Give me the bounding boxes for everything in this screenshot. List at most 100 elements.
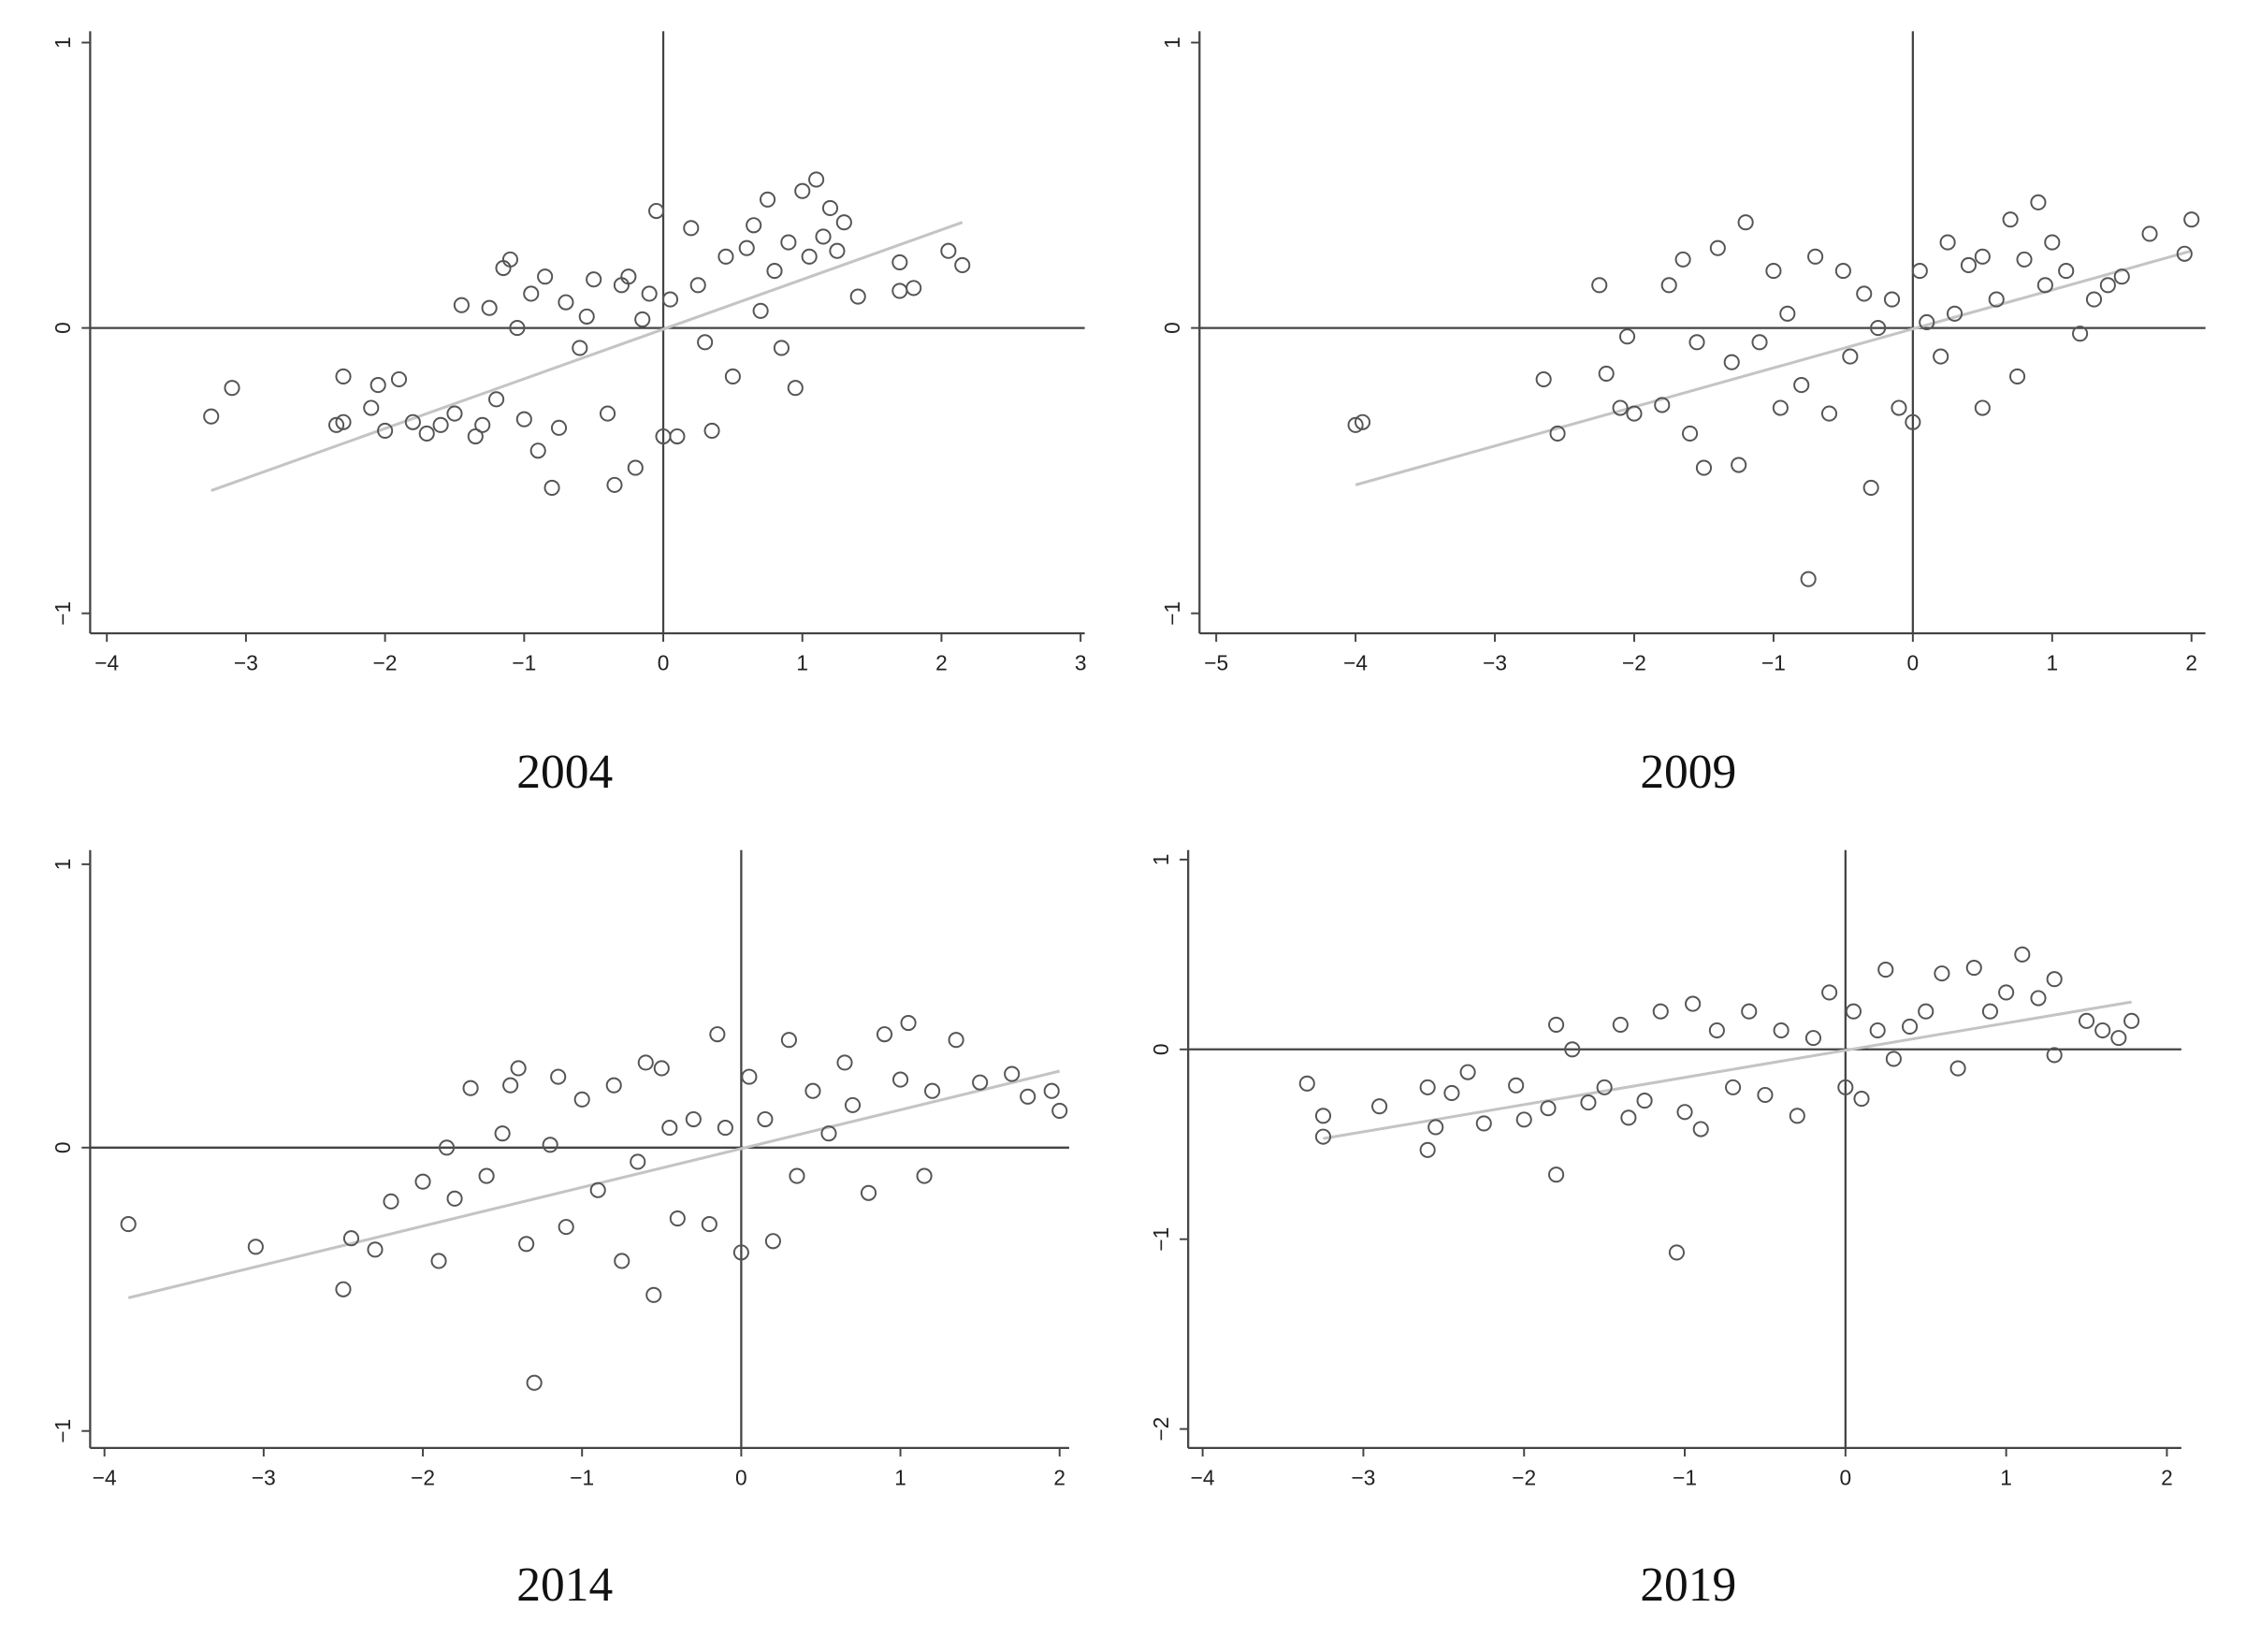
y-tick-label: −2 [1149,1417,1173,1442]
point [446,405,463,422]
point [860,1184,877,1201]
point [203,408,220,425]
point [1974,399,1991,416]
point [418,425,435,442]
point [760,191,776,208]
point [1862,479,1879,496]
point [2036,277,2053,294]
point [1674,251,1691,268]
point [1475,1115,1492,1132]
point [820,1125,837,1142]
point [2030,194,2047,210]
point [1688,334,1705,351]
point [414,1173,431,1190]
point [683,220,700,237]
point [685,1110,702,1128]
point [627,459,644,476]
point [1618,328,1636,345]
point [1772,399,1789,416]
point [120,1216,137,1233]
point [1298,1075,1315,1092]
fit-line [1323,1000,2132,1140]
point [738,239,755,256]
point [900,1014,917,1032]
point [558,294,574,311]
x-tick-label: 1 [2046,650,2058,674]
point [439,1139,456,1156]
point [1660,277,1677,294]
point [1837,1079,1854,1095]
point [620,268,637,285]
point [669,427,686,445]
x-tick-label: 0 [735,1465,747,1489]
point [836,1054,853,1071]
point [2085,291,2103,308]
point [2094,1022,2111,1039]
point [972,1074,989,1091]
point [645,1286,662,1303]
point [906,280,922,297]
x-tick-label: −2 [1512,1465,1536,1489]
x-tick-label: 3 [1075,650,1087,674]
point [2009,368,2026,385]
point [523,285,540,302]
y-tick-label: 1 [1160,36,1184,49]
point [641,285,658,302]
point [697,334,714,351]
point [335,368,352,385]
x-tick-label: 2 [1053,1465,1065,1489]
point [1626,405,1643,422]
point [653,1060,670,1077]
point [804,1082,821,1099]
point [529,442,546,459]
point [815,228,832,245]
point [732,1244,749,1261]
point [1723,354,1740,370]
point [247,1239,264,1255]
point [1779,305,1796,322]
point [614,1253,630,1269]
point [724,368,741,385]
x-tick-label: 0 [1907,650,1920,674]
point [948,1032,964,1049]
point [1371,1098,1388,1115]
point [794,182,811,199]
point [589,1181,606,1198]
point [1793,377,1810,394]
point [606,476,623,493]
point [2099,277,2116,294]
panel-title: 2014 [516,1558,613,1612]
point [1869,1022,1886,1039]
point [481,299,498,316]
point [2044,234,2061,251]
point [542,1137,558,1153]
point [1709,239,1726,256]
point [1974,248,1991,265]
point [752,302,769,319]
x-tick-label: −3 [1483,650,1507,674]
point [709,1026,726,1043]
point [954,256,971,274]
point [648,202,665,220]
panel-title: 2009 [1640,746,1736,799]
point [916,1167,933,1184]
point [342,1230,360,1247]
point [630,1153,646,1170]
point [573,1091,590,1108]
point [1020,1088,1036,1105]
y-tick-label: −1 [1160,601,1184,626]
point [1731,456,1747,473]
point [510,1060,527,1077]
point [1652,1003,1669,1020]
x-tick-label: −4 [1343,650,1368,674]
x-tick-label: −1 [512,650,536,674]
x-tick-label: −1 [570,1465,594,1489]
x-tick-label: −2 [411,1465,435,1489]
point [821,199,839,217]
point [2016,251,2033,268]
point [224,380,240,397]
point [1443,1084,1460,1102]
point [1654,397,1671,413]
x-tick-label: 0 [658,650,670,674]
point [1676,1104,1693,1121]
